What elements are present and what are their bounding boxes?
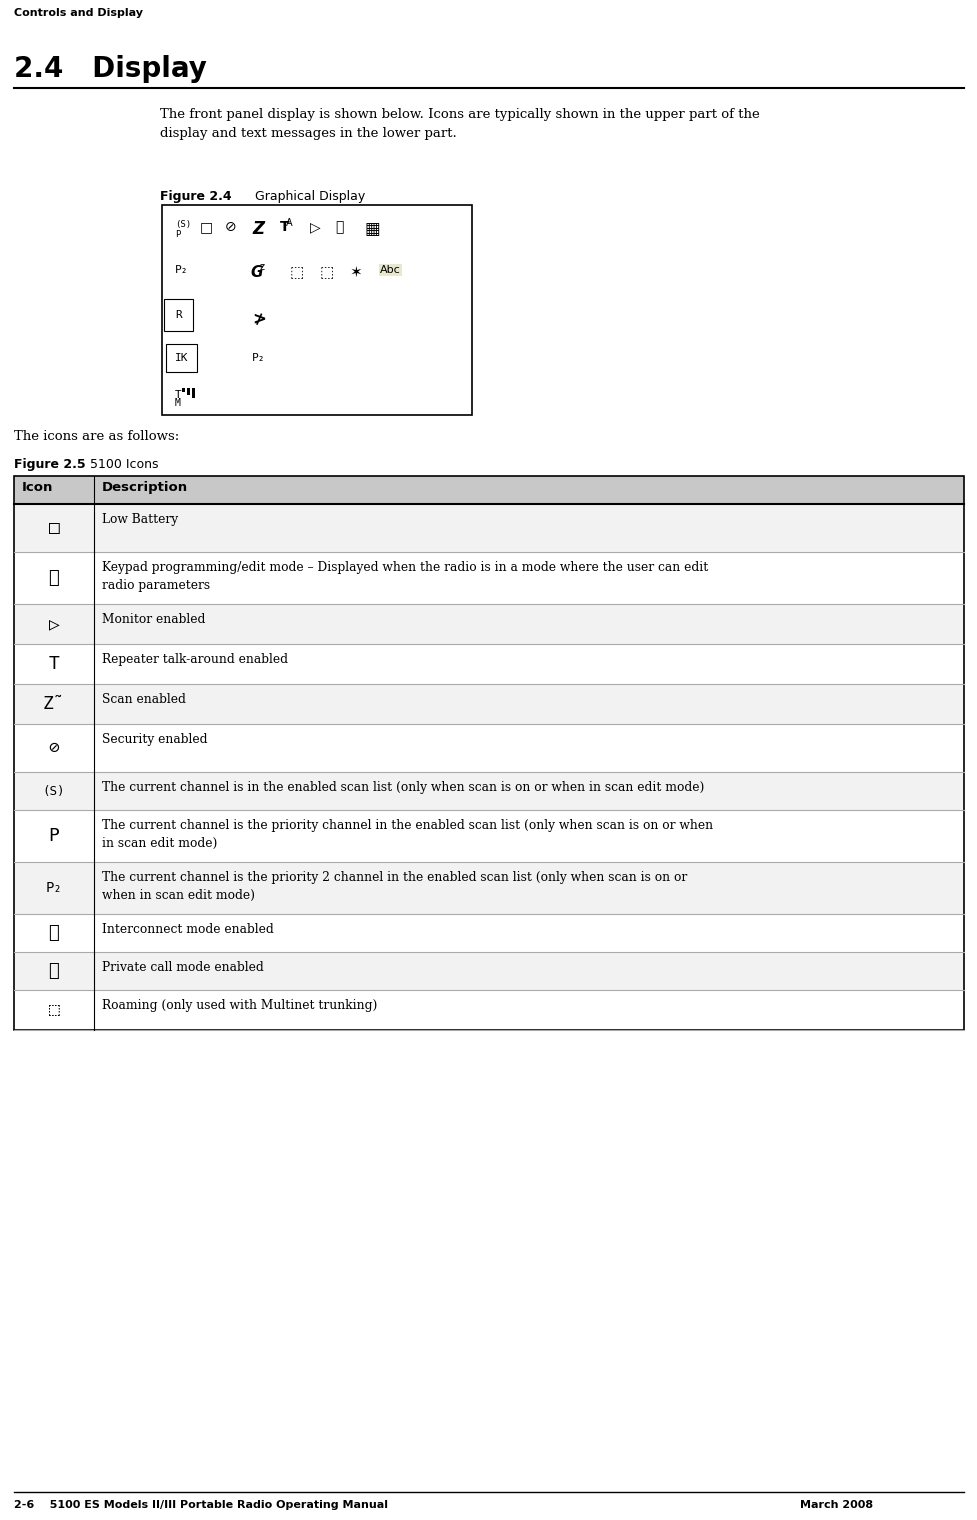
Text: 5100 Icons: 5100 Icons — [90, 458, 158, 471]
Text: Z̃: Z̃ — [43, 695, 64, 713]
Text: 2-6    5100 ES Models II/III Portable Radio Operating Manual: 2-6 5100 ES Models II/III Portable Radio… — [14, 1500, 388, 1509]
Text: M: M — [175, 398, 181, 407]
Text: Private call mode enabled: Private call mode enabled — [102, 961, 264, 974]
Text: ≯: ≯ — [252, 310, 266, 328]
Text: Abc: Abc — [380, 264, 401, 275]
Bar — [14, 476, 963, 505]
Text: A: A — [285, 217, 292, 228]
Text: Roaming (only used with Multinet trunking): Roaming (only used with Multinet trunkin… — [102, 999, 377, 1012]
Text: ⬚: ⬚ — [319, 264, 334, 280]
Bar — [162, 205, 472, 415]
Text: Icon: Icon — [21, 480, 54, 494]
Text: ⬛: ⬛ — [335, 220, 343, 234]
Text: ▦: ▦ — [364, 220, 380, 239]
Text: Figure 2.4: Figure 2.4 — [160, 190, 232, 204]
Bar — [14, 644, 963, 684]
Text: ✶: ✶ — [350, 264, 362, 280]
Text: The icons are as follows:: The icons are as follows: — [14, 430, 179, 442]
Text: Figure 2.5: Figure 2.5 — [14, 458, 86, 471]
Text: Interconnect mode enabled: Interconnect mode enabled — [102, 923, 274, 936]
Text: P₂: P₂ — [46, 882, 63, 895]
Text: R: R — [175, 310, 182, 321]
Bar — [14, 552, 963, 603]
Text: ⬛: ⬛ — [49, 924, 60, 942]
Text: Controls and Display: Controls and Display — [14, 8, 143, 18]
Text: The current channel is the priority channel in the enabled scan list (only when : The current channel is the priority chan… — [102, 819, 712, 850]
Text: P: P — [175, 230, 180, 239]
Text: ⊘: ⊘ — [225, 220, 236, 234]
Text: Repeater talk-around enabled: Repeater talk-around enabled — [102, 654, 287, 666]
Bar — [14, 990, 963, 1031]
Text: ⬛: ⬛ — [49, 568, 60, 587]
Bar — [14, 952, 963, 990]
Text: The current channel is in the enabled scan list (only when scan is on or when in: The current channel is in the enabled sc… — [102, 781, 703, 793]
Text: (S): (S) — [43, 784, 65, 798]
Text: T: T — [175, 391, 182, 400]
Bar — [182, 388, 185, 392]
Bar — [14, 724, 963, 772]
Bar — [14, 914, 963, 952]
Text: P₂: P₂ — [252, 353, 265, 363]
Text: Z: Z — [252, 220, 264, 239]
Text: P₂: P₂ — [175, 264, 189, 275]
Text: March 2008: March 2008 — [799, 1500, 872, 1509]
Text: ▷: ▷ — [310, 220, 320, 234]
Text: The front panel display is shown below. Icons are typically shown in the upper p: The front panel display is shown below. … — [160, 108, 759, 140]
Bar — [14, 772, 963, 810]
Text: Security enabled: Security enabled — [102, 733, 207, 746]
Text: T: T — [49, 655, 60, 673]
Bar — [187, 388, 190, 395]
Text: z: z — [260, 261, 265, 272]
Text: Graphical Display: Graphical Display — [255, 190, 364, 204]
Text: IK: IK — [175, 353, 189, 363]
Text: ⬛: ⬛ — [49, 962, 60, 980]
Bar — [191, 388, 194, 398]
Text: P: P — [49, 827, 60, 845]
Text: Keypad programming/edit mode – Displayed when the radio is in a mode where the u: Keypad programming/edit mode – Displayed… — [102, 561, 707, 591]
Text: ▷: ▷ — [49, 616, 60, 632]
Bar — [14, 505, 963, 552]
Text: G: G — [250, 264, 262, 280]
Text: (S): (S) — [175, 220, 191, 230]
Bar — [14, 810, 963, 862]
Bar — [14, 684, 963, 724]
Bar — [14, 603, 963, 644]
Text: 2.4   Display: 2.4 Display — [14, 55, 207, 84]
Text: The current channel is the priority 2 channel in the enabled scan list (only whe: The current channel is the priority 2 ch… — [102, 871, 687, 901]
Text: Monitor enabled: Monitor enabled — [102, 613, 205, 626]
Text: ⬚: ⬚ — [49, 1002, 60, 1018]
Bar — [14, 862, 963, 914]
Text: □: □ — [49, 518, 60, 537]
Text: ⊘: ⊘ — [49, 739, 60, 757]
Text: Scan enabled: Scan enabled — [102, 693, 186, 705]
Bar — [14, 476, 963, 1031]
Text: □: □ — [199, 220, 213, 234]
Text: Low Battery: Low Battery — [102, 514, 178, 526]
Text: Description: Description — [102, 480, 188, 494]
Text: T: T — [279, 220, 289, 234]
Text: ⬚: ⬚ — [290, 264, 304, 280]
